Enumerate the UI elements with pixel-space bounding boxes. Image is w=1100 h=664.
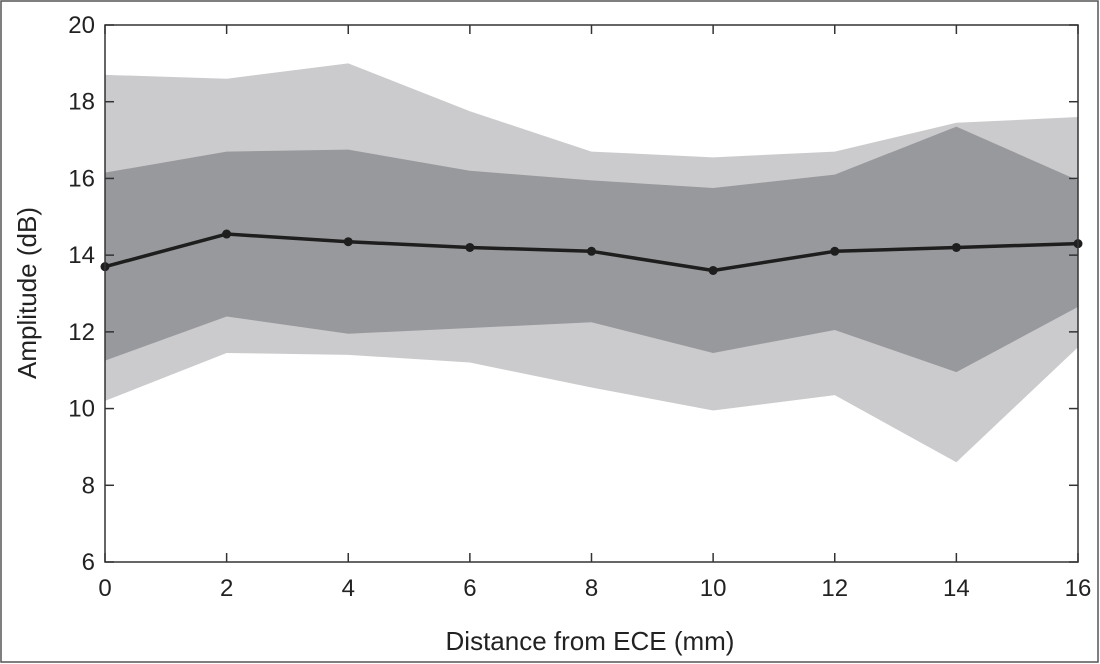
data-point	[587, 246, 596, 256]
data-point	[222, 229, 232, 239]
x-tick-label: 4	[342, 575, 355, 602]
line-layer	[100, 229, 1083, 275]
x-axis-title: Distance from ECE (mm)	[446, 626, 735, 656]
x-tick-label: 12	[821, 575, 848, 602]
x-tick-label: 6	[463, 575, 476, 602]
y-axis-title: Amplitude (dB)	[12, 207, 42, 379]
data-point	[465, 242, 475, 252]
x-tick-label: 8	[585, 575, 598, 602]
y-tick-label: 18	[68, 89, 95, 116]
data-point	[343, 237, 353, 247]
y-tick-label: 14	[68, 242, 95, 269]
x-tick-label: 10	[700, 575, 727, 602]
y-tick-label: 6	[82, 549, 95, 576]
x-tick-label: 2	[220, 575, 233, 602]
data-point	[830, 246, 840, 256]
y-tick-label: 10	[68, 396, 95, 423]
x-tick-label: 16	[1065, 575, 1092, 602]
x-tick-label: 0	[98, 575, 111, 602]
data-point	[708, 265, 718, 275]
y-tick-label: 20	[68, 12, 95, 39]
y-tick-label: 16	[68, 165, 95, 192]
x-tick-label: 14	[943, 575, 970, 602]
y-tick-label: 12	[68, 319, 95, 346]
data-point	[951, 242, 961, 252]
axes-layer: 0 2 4 6 8 10 12 14 16 6 8 10 12 14 16 18 20	[68, 12, 1091, 602]
y-tick-label: 8	[82, 472, 95, 499]
